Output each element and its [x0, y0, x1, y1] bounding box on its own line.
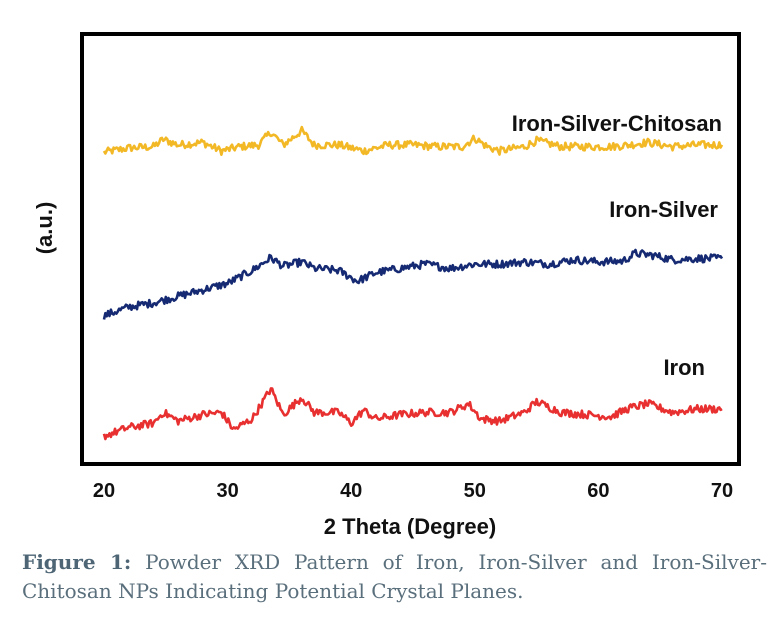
series-line-iron — [102, 387, 723, 441]
xrd-chart: Iron-Silver-Chitosan Iron-Silver Iron 20… — [32, 32, 741, 539]
x-tick-label-70: 70 — [711, 480, 733, 502]
x-tick-label-50: 50 — [464, 480, 486, 502]
series-line-iron-silver — [102, 248, 724, 320]
x-tick-label-20: 20 — [93, 480, 115, 502]
x-tick-labels: 20 30 40 50 60 70 — [93, 480, 733, 502]
y-axis-label: (a.u.) — [32, 202, 57, 255]
series-label-iron-silver-chitosan: Iron-Silver-Chitosan — [512, 111, 722, 136]
figure-caption: Figure 1: Powder XRD Pattern of Iron, Ir… — [22, 548, 767, 606]
x-tick-label-40: 40 — [340, 480, 362, 502]
series-line-iron-silver-chitosan — [102, 125, 724, 156]
series-label-iron-silver: Iron-Silver — [609, 197, 718, 222]
series-label-iron: Iron — [663, 355, 705, 380]
x-tick-label-60: 60 — [587, 480, 609, 502]
x-tick-label-30: 30 — [216, 480, 238, 502]
plot-frame — [80, 32, 741, 466]
caption-label: Figure 1: — [22, 550, 132, 574]
series-group — [102, 125, 724, 441]
caption-text: Powder XRD Pattern of Iron, Iron-Silver … — [22, 550, 767, 603]
x-axis-label: 2 Theta (Degree) — [324, 514, 496, 539]
